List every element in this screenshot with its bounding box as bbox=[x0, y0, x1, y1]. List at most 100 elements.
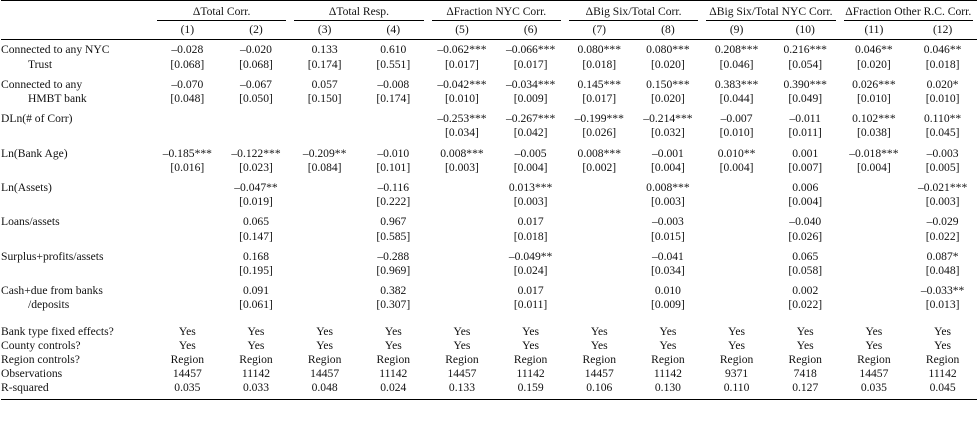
empty-cell bbox=[290, 264, 359, 281]
std-error: [0.022] bbox=[925, 229, 960, 243]
group-title: ΔFraction NYC Corr. bbox=[431, 5, 561, 22]
std-error: [0.009] bbox=[651, 298, 685, 312]
group-header: ΔBig Six/Total NYC Corr. bbox=[702, 1, 839, 22]
stat-value: Yes bbox=[384, 338, 402, 352]
coefficient: –0.116 bbox=[377, 181, 410, 195]
stat-value: Region bbox=[788, 353, 822, 367]
coefficient: 0.967 bbox=[380, 215, 407, 229]
group-title: ΔBig Six/Total Corr. bbox=[568, 5, 699, 22]
std-error: [0.046] bbox=[719, 57, 754, 71]
coefficient: –0.029 bbox=[926, 215, 959, 229]
empty-cell bbox=[153, 126, 222, 143]
coefficient: 0.150*** bbox=[646, 77, 690, 91]
std-error: [0.004] bbox=[788, 195, 823, 209]
coefficient: 0.208*** bbox=[714, 43, 759, 57]
empty-cell bbox=[565, 178, 634, 195]
std-error: [0.003] bbox=[925, 195, 960, 209]
column-number: (12) bbox=[932, 23, 953, 37]
stat-row: County controls? Yes Yes Yes Yes Yes Yes Yes Yes… bbox=[1, 339, 977, 353]
std-error: [0.048] bbox=[925, 264, 960, 278]
se-row: Trust [0.068] [0.068] [0.174] [0.551] [0.017]… bbox=[1, 58, 977, 75]
empty-cell bbox=[1, 230, 153, 247]
stat-value: 0.127 bbox=[792, 381, 819, 395]
coefficient: 0.080*** bbox=[577, 43, 621, 57]
std-error: [0.018] bbox=[582, 57, 617, 71]
std-error: [0.022] bbox=[788, 298, 823, 312]
std-error: [0.019] bbox=[239, 195, 273, 209]
empty-cell bbox=[359, 109, 428, 126]
coefficient: 0.110** bbox=[923, 112, 962, 126]
coef-row: Cash+due from banks 0.091 0.382 0.017 0.010 0… bbox=[1, 281, 977, 298]
std-error: [0.013] bbox=[925, 298, 960, 312]
stat-value: Region bbox=[925, 353, 960, 367]
std-error: [0.020] bbox=[651, 92, 685, 106]
stat-label: County controls? bbox=[1, 338, 81, 352]
stat-value: 0.045 bbox=[929, 381, 956, 395]
stat-value: Yes bbox=[453, 324, 471, 338]
coefficient: –0.034*** bbox=[505, 77, 556, 91]
stat-value: Yes bbox=[728, 324, 746, 338]
coefficient: 0.010** bbox=[717, 146, 756, 160]
se-row: [0.016] [0.023] [0.084] [0.101] [0.003] [0.00… bbox=[1, 161, 977, 178]
empty-cell bbox=[1, 195, 153, 212]
row-label-cont: Trust bbox=[28, 57, 53, 71]
group-title: ΔTotal Corr. bbox=[157, 5, 287, 22]
stat-value: 0.133 bbox=[448, 381, 475, 395]
coefficient: –0.209** bbox=[302, 146, 347, 160]
coef-row: Surplus+profits/assets 0.168 –0.288 –0.049*… bbox=[1, 247, 977, 264]
coefficient: –0.062*** bbox=[437, 43, 487, 57]
stat-value: 0.024 bbox=[380, 381, 407, 395]
std-error: [0.003] bbox=[651, 195, 685, 209]
stat-row: R-squared 0.035 0.033 0.048 0.024 0.133 0.159 0… bbox=[1, 381, 977, 399]
group-header: ΔFraction NYC Corr. bbox=[428, 1, 565, 22]
column-number-row: (1) (2) (3) (4) (5) (6) (7) (8) (9) (10) (11) (12) bbox=[1, 21, 977, 40]
coefficient: 0.008*** bbox=[646, 181, 690, 195]
column-number: (5) bbox=[455, 23, 469, 37]
coefficient: 0.010 bbox=[654, 284, 681, 298]
empty-cell bbox=[222, 109, 291, 126]
empty-cell bbox=[702, 230, 771, 247]
column-number: (9) bbox=[729, 23, 744, 37]
std-error: [0.023] bbox=[239, 160, 273, 174]
std-error: [0.048] bbox=[170, 92, 205, 106]
row-label: Loans/assets bbox=[1, 215, 60, 229]
std-error: [0.004] bbox=[651, 160, 685, 174]
coefficient: –0.070 bbox=[171, 77, 204, 91]
coefficient: –0.008 bbox=[377, 77, 410, 91]
empty-cell bbox=[428, 298, 497, 315]
coefficient: 0.080*** bbox=[646, 43, 690, 57]
std-error: [0.969] bbox=[376, 264, 411, 278]
coef-row: Ln(Bank Age) –0.185*** –0.122*** –0.209** –0… bbox=[1, 144, 977, 161]
stat-value: Yes bbox=[728, 338, 746, 352]
empty-cell bbox=[290, 109, 359, 126]
row-label: Connected to any NYC bbox=[1, 43, 110, 57]
stat-value: Yes bbox=[247, 338, 265, 352]
empty-cell bbox=[702, 195, 771, 212]
coef-row: Loans/assets 0.065 0.967 0.017 –0.003 –0.040 –… bbox=[1, 212, 977, 229]
std-error: [0.017] bbox=[582, 92, 617, 106]
empty-cell bbox=[840, 195, 909, 212]
empty-cell bbox=[428, 195, 497, 212]
coefficient: –0.047** bbox=[234, 181, 278, 195]
empty-cell bbox=[290, 247, 359, 264]
row-label: Connected to any bbox=[1, 77, 83, 91]
std-error: [0.017] bbox=[445, 57, 479, 71]
std-error: [0.050] bbox=[239, 92, 273, 106]
std-error: [0.045] bbox=[925, 126, 960, 140]
stat-value: Yes bbox=[384, 324, 402, 338]
coefficient: 0.017 bbox=[517, 215, 544, 229]
coefficient: 0.008*** bbox=[577, 146, 621, 160]
std-error: [0.020] bbox=[856, 57, 891, 71]
coefficient: –0.049** bbox=[508, 249, 553, 263]
std-error: [0.016] bbox=[170, 160, 205, 174]
std-error: [0.020] bbox=[651, 57, 685, 71]
coefficient: 0.610 bbox=[380, 43, 407, 57]
coefficient: 0.383*** bbox=[714, 77, 759, 91]
coefficient: –0.021*** bbox=[917, 181, 968, 195]
row-label: DLn(# of Corr) bbox=[1, 112, 73, 126]
std-error: [0.010] bbox=[445, 92, 479, 106]
empty-cell bbox=[428, 178, 497, 195]
empty-cell bbox=[1, 161, 153, 178]
coefficient: 0.390*** bbox=[783, 77, 827, 91]
coefficient: 0.102*** bbox=[852, 112, 896, 126]
